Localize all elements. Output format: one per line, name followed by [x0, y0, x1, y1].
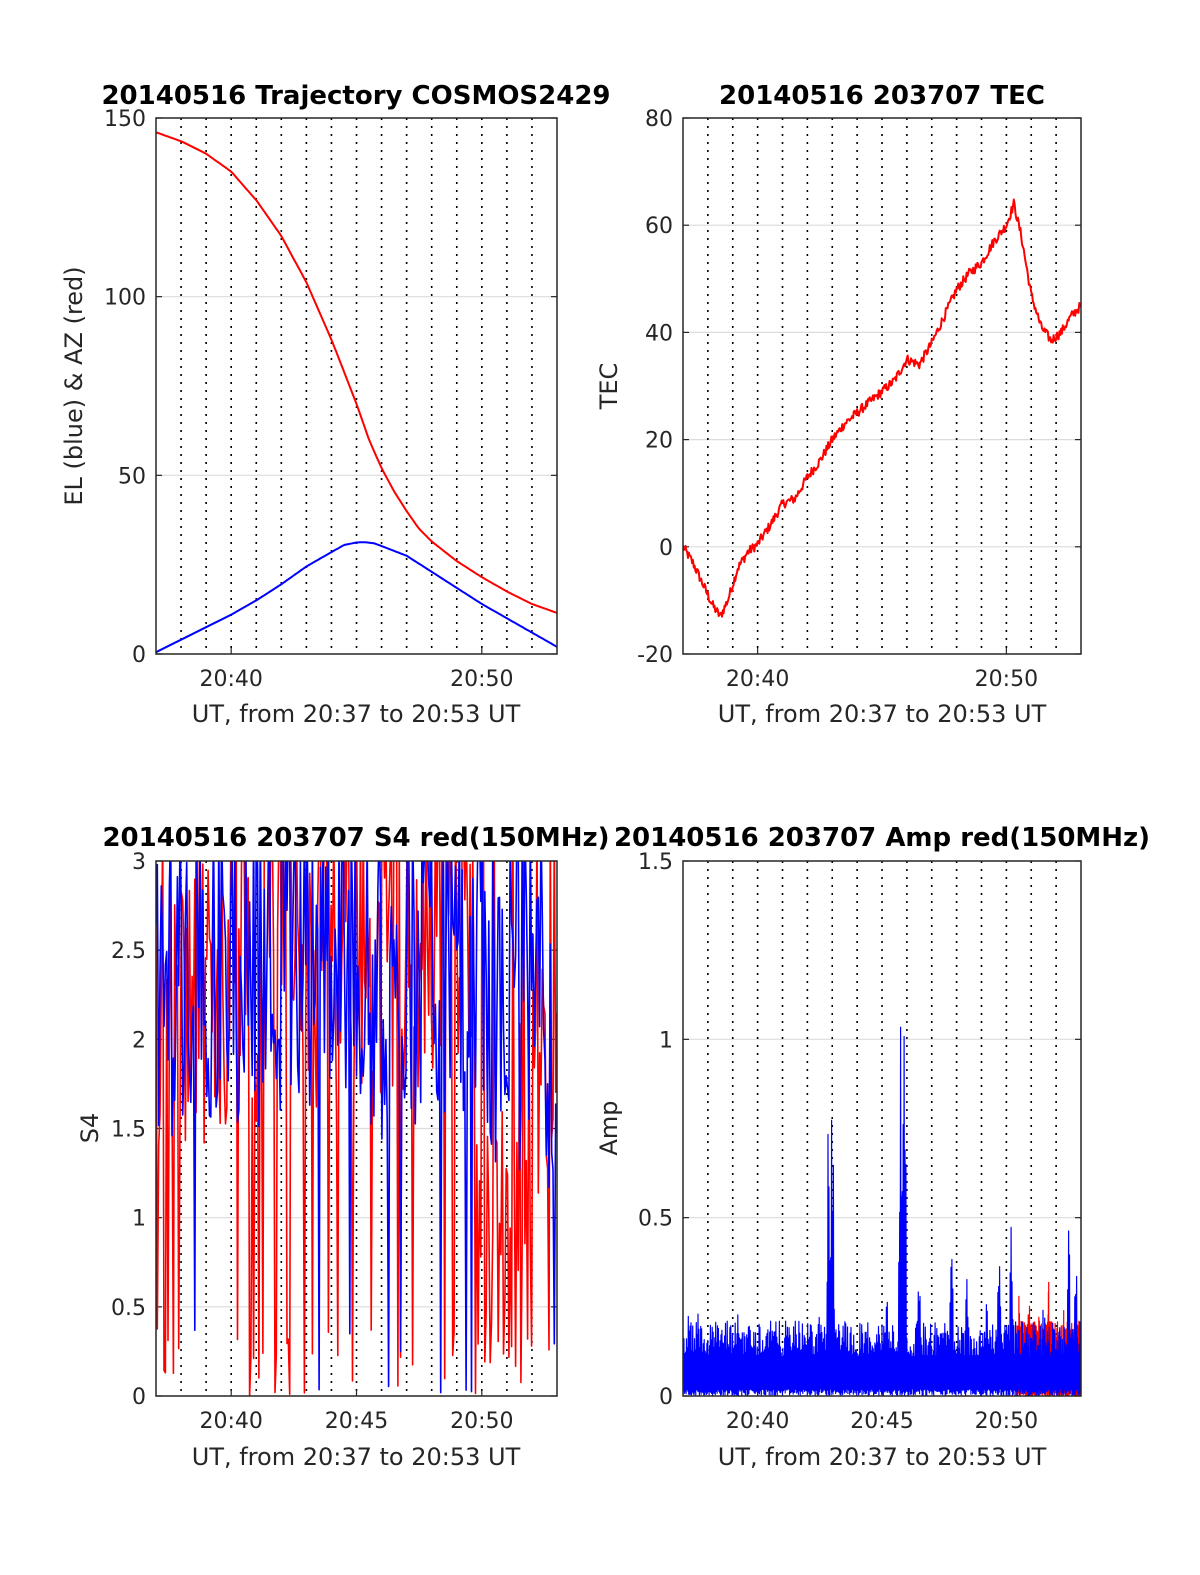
y-axis-label: EL (blue) & AZ (red): [60, 266, 88, 505]
panel-title: 20140516 Trajectory COSMOS2429: [101, 81, 610, 111]
plot-area: -20 0 20 40 60 80 20:40 20:50: [637, 107, 1082, 692]
panel-amp: 20140516 203707 Amp red(150MHz) UT, from…: [595, 823, 1150, 1471]
y-tick-label: 40: [645, 321, 673, 346]
panel-tec: 20140516 203707 TEC UT, from 20:37 to 20…: [595, 81, 1082, 728]
y-tick-label: 0: [132, 1385, 146, 1410]
y-tick-label: 0: [659, 1385, 673, 1410]
x-tick-label: 20:50: [450, 1409, 513, 1434]
x-axis-label: UT, from 20:37 to 20:53 UT: [718, 1443, 1047, 1471]
y-tick-label: 1: [132, 1207, 146, 1232]
x-tick-label: 20:40: [199, 1409, 262, 1434]
y-tick-label: 0.5: [111, 1296, 146, 1321]
series-line-red: [683, 198, 1081, 618]
x-tick-label: 20:40: [199, 667, 262, 692]
x-tick-label: 20:40: [726, 1409, 789, 1434]
series-line-blue: [683, 1026, 1081, 1396]
panel-s4: 20140516 203707 S4 red(150MHz) UT, from …: [76, 823, 610, 1471]
y-tick-label: 2.5: [111, 939, 146, 964]
series-line-red: [156, 861, 557, 1396]
y-tick-label: -20: [637, 643, 673, 668]
axes-frame: [682, 860, 1082, 1397]
x-axis-label: UT, from 20:37 to 20:53 UT: [192, 1443, 521, 1471]
x-tick-label: 20:45: [850, 1409, 913, 1434]
plot-area: 0 0.5 1 1.5 20:40 20:45 20:50: [638, 850, 1082, 1434]
y-tick-label: 20: [645, 429, 673, 454]
y-tick-label: 100: [104, 286, 146, 311]
x-axis-label: UT, from 20:37 to 20:53 UT: [192, 700, 521, 728]
axes-frame: [155, 117, 558, 655]
y-axis-label: Amp: [595, 1100, 623, 1155]
plot-area: 0 0.5 1 1.5 2 2.5 3 20:40 20:45 20:50: [111, 850, 558, 1434]
x-tick-label: 20:50: [975, 1409, 1038, 1434]
axes-frame: [682, 117, 1082, 655]
y-tick-label: 1.5: [111, 1118, 146, 1143]
y-tick-label: 3: [132, 850, 146, 875]
series-line-red: [156, 131, 557, 614]
y-tick-label: 150: [104, 107, 146, 132]
y-tick-label: 0.5: [638, 1207, 673, 1232]
y-axis-label: S4: [76, 1113, 104, 1144]
y-tick-label: 1: [659, 1028, 673, 1053]
panel-title: 20140516 203707 Amp red(150MHz): [614, 823, 1150, 853]
x-tick-label: 20:40: [726, 667, 789, 692]
y-tick-label: 50: [118, 464, 146, 489]
x-tick-label: 20:50: [450, 667, 513, 692]
x-tick-label: 20:45: [325, 1409, 388, 1434]
y-tick-label: 60: [645, 214, 673, 239]
y-tick-label: 80: [645, 107, 673, 132]
axes-frame: [155, 860, 558, 1397]
panel-title: 20140516 203707 TEC: [719, 81, 1045, 111]
panel-title: 20140516 203707 S4 red(150MHz): [102, 823, 609, 853]
x-axis-label: UT, from 20:37 to 20:53 UT: [718, 700, 1047, 728]
y-tick-label: 2: [132, 1028, 146, 1053]
x-tick-label: 20:50: [975, 667, 1038, 692]
series-line-blue: [156, 861, 557, 1394]
panel-trajectory: 20140516 Trajectory COSMOS2429 UT, from …: [60, 81, 611, 728]
y-axis-label: TEC: [595, 363, 623, 411]
series-line-blue: [156, 541, 557, 654]
plot-area: 0 50 100 150 20:40 20:50: [104, 107, 558, 692]
y-tick-label: 0: [132, 643, 146, 668]
y-tick-label: 0: [659, 536, 673, 561]
y-tick-label: 1.5: [638, 850, 673, 875]
